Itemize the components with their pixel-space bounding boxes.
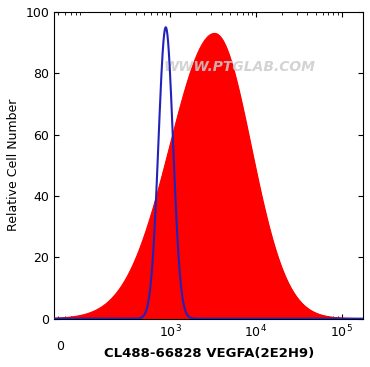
Y-axis label: Relative Cell Number: Relative Cell Number: [7, 99, 20, 232]
Text: WWW.PTGLAB.COM: WWW.PTGLAB.COM: [164, 60, 316, 74]
X-axis label: CL488-66828 VEGFA(2E2H9): CL488-66828 VEGFA(2E2H9): [104, 347, 314, 360]
Text: 0: 0: [56, 340, 64, 353]
